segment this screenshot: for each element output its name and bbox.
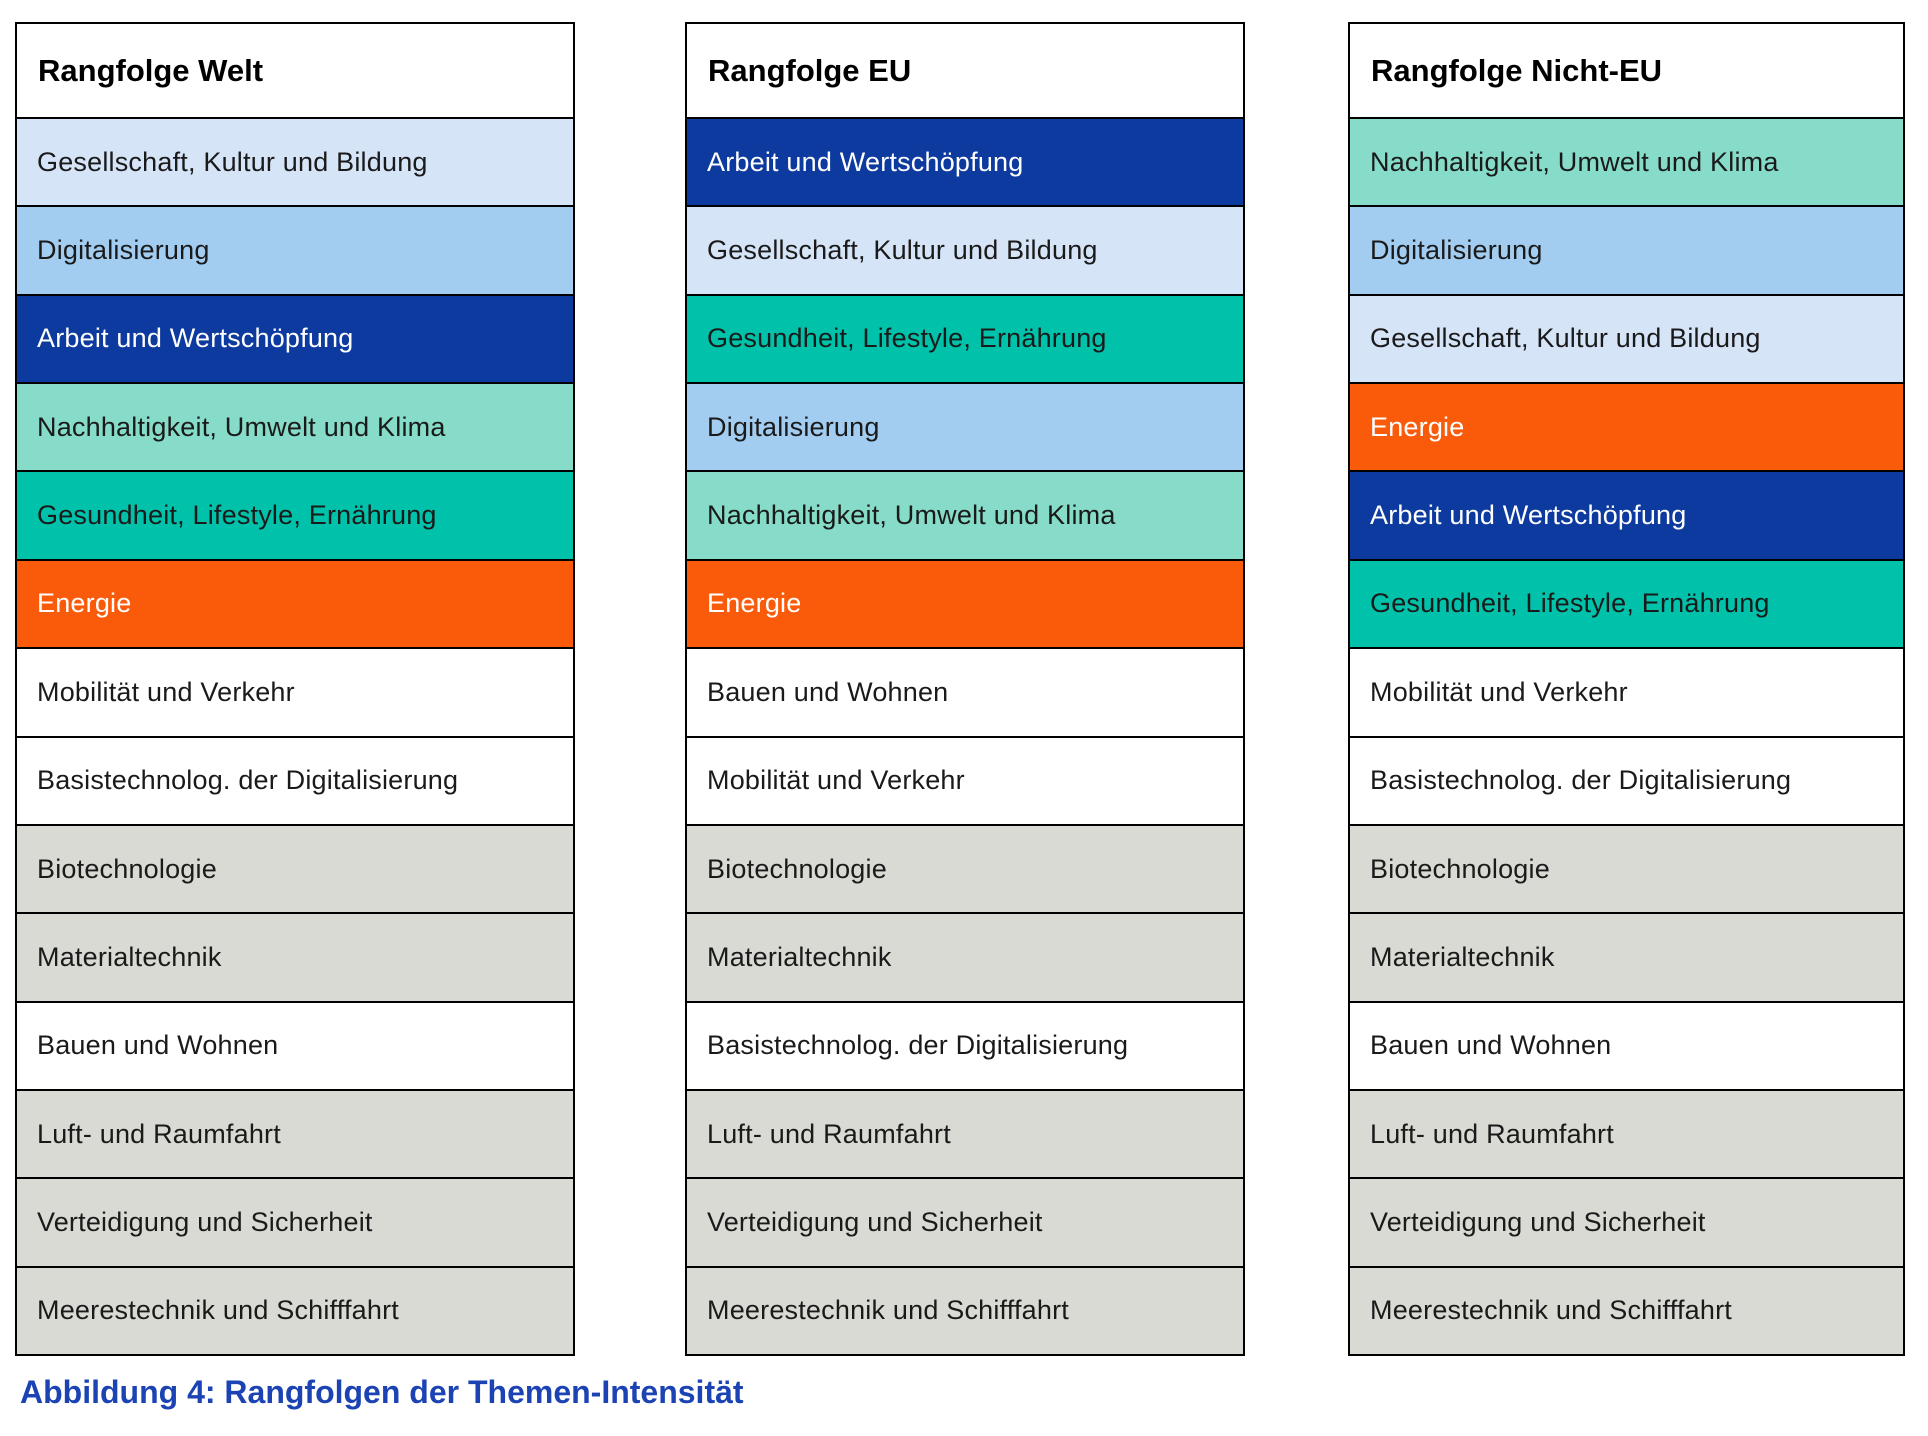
rank-row-label: Bauen und Wohnen (1370, 1030, 1612, 1061)
rank-row: Meerestechnik und Schifffahrt (17, 1265, 573, 1355)
rank-row-label: Verteidigung und Sicherheit (707, 1206, 1043, 1237)
rank-row-label: Arbeit und Wertschöpfung (37, 323, 354, 354)
rank-row: Gesundheit, Lifestyle, Ernährung (1350, 558, 1903, 648)
rank-row: Arbeit und Wertschöpfung (17, 293, 573, 383)
table-rows-nicht-eu: Nachhaltigkeit, Umwelt und Klima Digitali… (1350, 117, 1903, 1355)
rank-row: Digitalisierung (17, 205, 573, 294)
rank-row-label: Gesundheit, Lifestyle, Ernährung (707, 323, 1107, 354)
rank-row: Energie (1350, 382, 1903, 471)
rank-row-label: Gesellschaft, Kultur und Bildung (707, 235, 1098, 266)
rank-row-label: Basistechnolog. der Digitalisierung (707, 1030, 1129, 1061)
rank-row: Nachhaltigkeit, Umwelt und Klima (687, 470, 1243, 559)
rank-row: Materialtechnik (1350, 912, 1903, 1001)
rank-row: Biotechnologie (17, 823, 573, 913)
rank-row: Luft- und Raumfahrt (687, 1088, 1243, 1178)
rank-row-label: Materialtechnik (707, 941, 892, 972)
rank-row-label: Biotechnologie (37, 853, 217, 884)
rank-row: Verteidigung und Sicherheit (17, 1177, 573, 1266)
rank-row-label: Energie (707, 588, 802, 619)
rank-row-label: Materialtechnik (37, 941, 222, 972)
rank-row: Verteidigung und Sicherheit (1350, 1177, 1903, 1266)
rank-row-label: Biotechnologie (707, 853, 887, 884)
rank-row: Energie (17, 558, 573, 648)
rank-row-label: Gesellschaft, Kultur und Bildung (37, 146, 428, 177)
rank-row-label: Luft- und Raumfahrt (37, 1118, 281, 1149)
rank-row: Materialtechnik (17, 912, 573, 1001)
rank-row: Biotechnologie (1350, 823, 1903, 913)
rank-table-nicht-eu: Rangfolge Nicht-EU Nachhaltigkeit, Umwel… (1348, 22, 1905, 1356)
rank-row: Gesellschaft, Kultur und Bildung (687, 205, 1243, 294)
rank-row: Meerestechnik und Schifffahrt (1350, 1265, 1903, 1355)
rank-row-label: Mobilität und Verkehr (37, 676, 295, 707)
rank-row-label: Nachhaltigkeit, Umwelt und Klima (37, 411, 446, 442)
table-title-welt: Rangfolge Welt (17, 24, 573, 117)
rank-table-eu: Rangfolge EU Arbeit und Wertschöpfung Ges… (685, 22, 1245, 1356)
rank-row: Nachhaltigkeit, Umwelt und Klima (1350, 117, 1903, 206)
rank-row-label: Energie (37, 588, 132, 619)
rank-row-label: Mobilität und Verkehr (707, 765, 965, 796)
rank-row-label: Meerestechnik und Schifffahrt (1370, 1295, 1733, 1326)
rank-row: Bauen und Wohnen (687, 647, 1243, 736)
rank-row-label: Basistechnolog. der Digitalisierung (1370, 765, 1792, 796)
table-title-eu: Rangfolge EU (687, 24, 1243, 117)
rank-row: Biotechnologie (687, 823, 1243, 913)
rank-row-label: Digitalisierung (1370, 235, 1543, 266)
rank-row-label: Arbeit und Wertschöpfung (707, 146, 1024, 177)
rank-row: Mobilität und Verkehr (1350, 647, 1903, 736)
rank-row: Arbeit und Wertschöpfung (687, 117, 1243, 206)
rank-row: Digitalisierung (687, 382, 1243, 471)
rank-row: Mobilität und Verkehr (17, 647, 573, 736)
rank-row-label: Nachhaltigkeit, Umwelt und Klima (1370, 146, 1779, 177)
rank-row: Luft- und Raumfahrt (1350, 1088, 1903, 1178)
rank-row-label: Bauen und Wohnen (37, 1030, 279, 1061)
rank-row: Digitalisierung (1350, 205, 1903, 294)
rank-row-label: Meerestechnik und Schifffahrt (707, 1295, 1070, 1326)
rank-row-label: Materialtechnik (1370, 941, 1555, 972)
rank-row: Basistechnolog. der Digitalisierung (1350, 735, 1903, 824)
rank-row: Luft- und Raumfahrt (17, 1088, 573, 1178)
rank-row: Nachhaltigkeit, Umwelt und Klima (17, 382, 573, 471)
rank-row: Bauen und Wohnen (1350, 1000, 1903, 1089)
rank-row-label: Digitalisierung (707, 411, 880, 442)
rank-row: Bauen und Wohnen (17, 1000, 573, 1089)
rank-row-label: Energie (1370, 411, 1465, 442)
figure-caption: Abbildung 4: Rangfolgen der Themen-Inten… (20, 1374, 744, 1410)
table-rows-eu: Arbeit und Wertschöpfung Gesellschaft, Ku… (687, 117, 1243, 1355)
rank-row-label: Basistechnolog. der Digitalisierung (37, 765, 459, 796)
rank-row-label: Nachhaltigkeit, Umwelt und Klima (707, 500, 1116, 531)
rank-row-label: Meerestechnik und Schifffahrt (37, 1295, 400, 1326)
table-title-nicht-eu: Rangfolge Nicht-EU (1350, 24, 1903, 117)
rank-row-label: Arbeit und Wertschöpfung (1370, 500, 1687, 531)
rank-row: Meerestechnik und Schifffahrt (687, 1265, 1243, 1355)
rank-row: Basistechnolog. der Digitalisierung (687, 1000, 1243, 1089)
rank-row-label: Bauen und Wohnen (707, 676, 949, 707)
rank-row-label: Biotechnologie (1370, 853, 1550, 884)
rank-row: Basistechnolog. der Digitalisierung (17, 735, 573, 824)
rank-row: Arbeit und Wertschöpfung (1350, 470, 1903, 559)
rank-table-welt: Rangfolge Welt Gesellschaft, Kultur und … (15, 22, 575, 1356)
rank-row-label: Verteidigung und Sicherheit (37, 1206, 373, 1237)
rank-row-label: Mobilität und Verkehr (1370, 676, 1628, 707)
table-rows-welt: Gesellschaft, Kultur und Bildung Digitali… (17, 117, 573, 1355)
rank-row-label: Luft- und Raumfahrt (1370, 1118, 1614, 1149)
rank-row-label: Verteidigung und Sicherheit (1370, 1206, 1706, 1237)
rank-row-label: Gesundheit, Lifestyle, Ernährung (37, 500, 437, 531)
rank-row: Verteidigung und Sicherheit (687, 1177, 1243, 1266)
rank-row: Gesundheit, Lifestyle, Ernährung (687, 293, 1243, 383)
rank-row-label: Gesellschaft, Kultur und Bildung (1370, 323, 1761, 354)
rank-row-label: Luft- und Raumfahrt (707, 1118, 951, 1149)
rank-row: Energie (687, 558, 1243, 648)
rank-row: Materialtechnik (687, 912, 1243, 1001)
rank-row: Gesellschaft, Kultur und Bildung (1350, 293, 1903, 383)
rank-row-label: Gesundheit, Lifestyle, Ernährung (1370, 588, 1770, 619)
rank-row: Gesellschaft, Kultur und Bildung (17, 117, 573, 206)
rank-row: Mobilität und Verkehr (687, 735, 1243, 824)
rank-row: Gesundheit, Lifestyle, Ernährung (17, 470, 573, 559)
rank-row-label: Digitalisierung (37, 235, 210, 266)
